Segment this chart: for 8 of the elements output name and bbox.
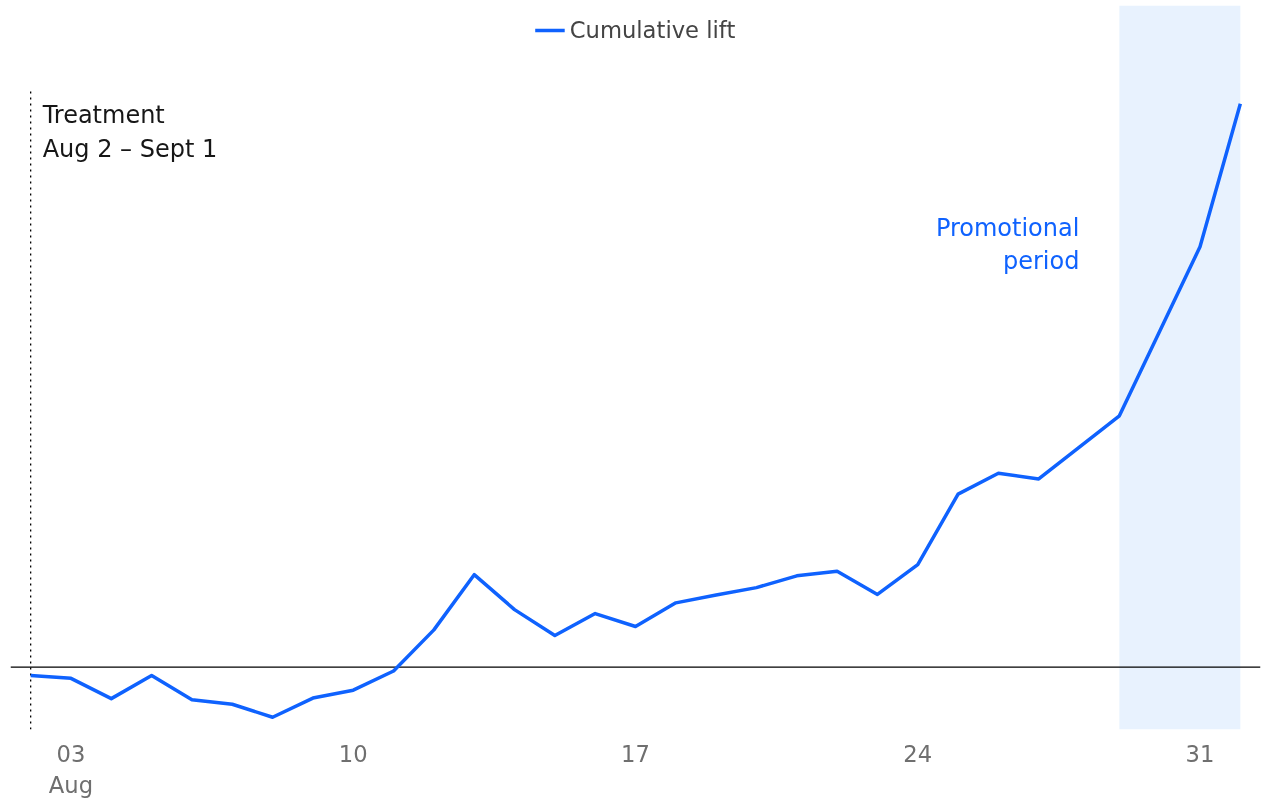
x-tick-label: 31 bbox=[1185, 740, 1215, 767]
x-tick-label: 17 bbox=[621, 740, 650, 767]
x-tick-label: 24 bbox=[903, 740, 933, 767]
x-tick-label: 10 bbox=[338, 740, 368, 767]
ref-line-label: Treatment Aug 2 – Sept 1 bbox=[41, 101, 218, 163]
band-label: Promotional period bbox=[935, 213, 1080, 276]
legend-label: Cumulative lift bbox=[569, 17, 736, 43]
x-tick-label: 03 Aug bbox=[48, 740, 94, 798]
